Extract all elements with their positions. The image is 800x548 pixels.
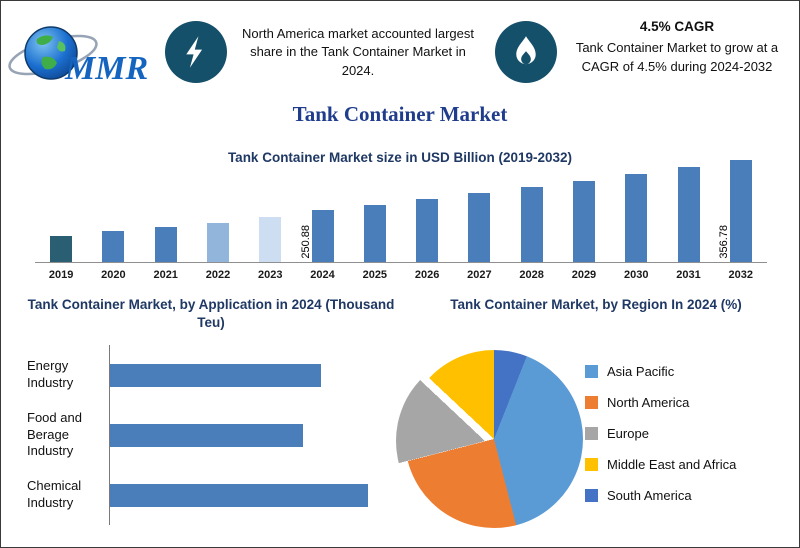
bar-2021 bbox=[154, 227, 177, 262]
legend-swatch bbox=[585, 396, 598, 409]
legend-label: Asia Pacific bbox=[607, 364, 675, 379]
legend-item-middle-east-and-africa: Middle East and Africa bbox=[585, 449, 797, 480]
bar-2028 bbox=[520, 187, 543, 262]
globe-landmass bbox=[36, 35, 53, 45]
north-america-callout-text: North America market accounted largest s… bbox=[242, 26, 474, 78]
application-bar bbox=[110, 423, 303, 447]
cagr-description: Tank Container Market to grow at a CAGR … bbox=[575, 40, 779, 74]
x-tick-2024: 2024 bbox=[310, 269, 335, 281]
bar-2032 bbox=[729, 160, 752, 262]
x-tick-2030: 2030 bbox=[623, 269, 649, 281]
application-chart-title: Tank Container Market, by Application in… bbox=[27, 297, 395, 331]
bar-2020 bbox=[102, 231, 125, 262]
bar-2023 bbox=[259, 217, 282, 262]
cagr-callout: 4.5% CAGR Tank Container Market to grow … bbox=[561, 17, 793, 76]
bar-value-label-2024: 250.88 bbox=[299, 225, 312, 259]
globe-landmass bbox=[41, 56, 57, 70]
bar-2024 bbox=[311, 210, 334, 262]
page-title: Tank Container Market bbox=[292, 102, 508, 126]
bar-column-2020 bbox=[87, 151, 139, 262]
application-row: Chemical Industry bbox=[27, 465, 397, 525]
x-tick-2026: 2026 bbox=[414, 269, 440, 281]
globe-landmass bbox=[57, 41, 66, 52]
bar-column-2031 bbox=[662, 151, 714, 262]
bar-column-2024: 250.88 bbox=[296, 151, 348, 262]
legend-item-europe: Europe bbox=[585, 418, 797, 449]
x-tick-2022: 2022 bbox=[205, 269, 231, 281]
bar-column-2029 bbox=[558, 151, 610, 262]
market-size-bar-chart: 250.88 356.78 2019 2020 2021 2022 2023 2024 202… bbox=[35, 151, 767, 281]
application-label: Chemical Industry bbox=[27, 478, 82, 510]
bar-2031 bbox=[677, 167, 700, 262]
bar-column-2026 bbox=[401, 151, 453, 262]
bar-chart-x-axis: 2019 2020 2021 2022 2023 2024 2025 2026 2027 2028… bbox=[35, 263, 767, 281]
bar-2022 bbox=[206, 223, 229, 262]
application-chart-rows: Energy Industry Food and Berage Industry C… bbox=[27, 345, 397, 525]
application-row: Food and Berage Industry bbox=[27, 405, 397, 465]
logo-text: MMR bbox=[64, 50, 148, 87]
bar-2019 bbox=[50, 236, 73, 262]
bar-column-2019 bbox=[35, 151, 87, 262]
pie-legend: Asia Pacific North America Europe Middle Ea… bbox=[585, 356, 797, 511]
application-bar-track bbox=[109, 405, 397, 465]
bar-column-2027 bbox=[453, 151, 505, 262]
x-tick-2031: 2031 bbox=[676, 269, 701, 281]
bar-column-2021 bbox=[140, 151, 192, 262]
region-pie bbox=[396, 350, 583, 530]
x-tick-2032: 2032 bbox=[728, 269, 754, 281]
legend-swatch bbox=[585, 489, 598, 502]
cagr-value: 4.5% CAGR bbox=[639, 19, 715, 34]
flame-badge bbox=[495, 21, 557, 83]
bar-2030 bbox=[625, 174, 648, 262]
legend-label: South America bbox=[607, 488, 692, 503]
x-tick-2020: 2020 bbox=[101, 269, 126, 281]
application-label: Energy Industry bbox=[27, 358, 74, 390]
legend-label: Middle East and Africa bbox=[607, 457, 737, 472]
legend-item-north-america: North America bbox=[585, 387, 797, 418]
flame-icon bbox=[516, 36, 536, 65]
mmr-logo-graphic: MMR bbox=[8, 26, 148, 87]
x-tick-2025: 2025 bbox=[362, 269, 388, 281]
x-tick-2029: 2029 bbox=[571, 269, 597, 281]
region-chart-title: Tank Container Market, by Region In 2024… bbox=[450, 297, 742, 312]
lightning-badge bbox=[165, 21, 227, 83]
bar-column-2025 bbox=[349, 151, 401, 262]
bar-column-2032: 356.78 bbox=[715, 151, 767, 262]
mmr-logo: MMR bbox=[7, 9, 159, 95]
legend-swatch bbox=[585, 458, 598, 471]
application-bar bbox=[110, 483, 368, 507]
bar-2027 bbox=[468, 193, 491, 262]
bar-2029 bbox=[572, 181, 595, 262]
legend-swatch bbox=[585, 427, 598, 440]
bar-column-2022 bbox=[192, 151, 244, 262]
bar-column-2023 bbox=[244, 151, 296, 262]
bar-chart-plot: 250.88 356.78 bbox=[35, 151, 767, 263]
x-tick-2021: 2021 bbox=[153, 269, 178, 281]
legend-label: North America bbox=[607, 395, 690, 410]
legend-label: Europe bbox=[607, 426, 649, 441]
legend-item-south-america: South America bbox=[585, 480, 797, 511]
bar-2025 bbox=[363, 205, 386, 262]
pie-europe-slice bbox=[396, 352, 574, 530]
bar-2026 bbox=[416, 199, 439, 262]
x-tick-2019: 2019 bbox=[48, 269, 74, 281]
application-label: Food and Berage Industry bbox=[27, 409, 82, 459]
x-tick-2028: 2028 bbox=[519, 269, 544, 281]
bar-value-label-2032: 356.78 bbox=[717, 225, 730, 259]
application-bar bbox=[110, 363, 321, 387]
x-tick-2023: 2023 bbox=[258, 269, 283, 281]
application-bar-track bbox=[109, 345, 397, 405]
lightning-icon bbox=[186, 36, 203, 68]
application-row: Energy Industry bbox=[27, 345, 397, 405]
legend-item-asia-pacific: Asia Pacific bbox=[585, 356, 797, 387]
bar-column-2030 bbox=[610, 151, 662, 262]
bar-chart-title: Tank Container Market size in USD Billio… bbox=[227, 150, 573, 165]
legend-swatch bbox=[585, 365, 598, 378]
x-tick-2027: 2027 bbox=[467, 269, 492, 281]
application-bar-track bbox=[109, 465, 397, 525]
bar-column-2028 bbox=[506, 151, 558, 262]
